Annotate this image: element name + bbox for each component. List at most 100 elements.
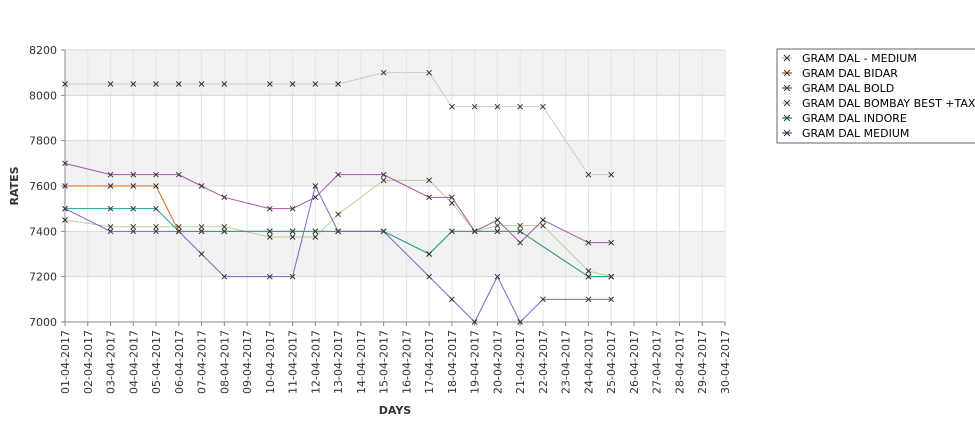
data-point-marker xyxy=(540,217,546,223)
data-point-marker xyxy=(585,296,592,303)
x-tick-label: 04-04-2017 xyxy=(127,330,140,394)
y-tick-label: 7200 xyxy=(29,271,57,284)
data-point-marker xyxy=(608,239,615,246)
data-point-marker xyxy=(449,200,455,206)
data-point-marker xyxy=(198,228,205,235)
data-point-marker xyxy=(198,251,205,257)
y-tick-label: 8200 xyxy=(29,44,57,57)
data-point-marker xyxy=(266,205,273,212)
data-point-marker xyxy=(198,81,205,87)
x-tick-label: 02-04-2017 xyxy=(82,330,95,394)
data-point-marker xyxy=(198,223,205,230)
data-point-marker xyxy=(221,228,228,235)
data-point-marker xyxy=(449,296,455,303)
y-tick-label: 7600 xyxy=(29,180,57,193)
x-tick-label: 05-04-2017 xyxy=(150,330,163,394)
x-tick-label: 27-04-2017 xyxy=(651,330,664,394)
x-tick-label: 17-04-2017 xyxy=(423,330,436,394)
y-tick-label: 7800 xyxy=(29,135,57,148)
data-point-marker xyxy=(107,81,114,87)
data-point-marker xyxy=(266,81,273,87)
data-point-marker xyxy=(107,171,114,178)
series-5 xyxy=(62,205,615,280)
background-band xyxy=(65,231,725,277)
x-tick-label: 16-04-2017 xyxy=(400,330,413,394)
data-point-marker xyxy=(471,103,478,110)
data-point-marker xyxy=(153,171,159,178)
plot-background-bands xyxy=(65,50,725,277)
x-tick-label: 22-04-2017 xyxy=(537,330,550,394)
data-point-marker xyxy=(494,103,501,110)
data-point-marker xyxy=(62,205,68,212)
legend-box xyxy=(776,48,975,144)
data-point-marker xyxy=(585,273,592,280)
data-point-marker xyxy=(130,205,137,212)
x-tick-label: 09-04-2017 xyxy=(241,330,254,394)
y-tick-label: 8000 xyxy=(29,89,57,102)
data-point-marker xyxy=(335,171,341,178)
data-point-marker xyxy=(289,234,296,240)
x-axis-ticks: 01-04-2017 02-04-2017 03-04-2017 04-04-2017… xyxy=(59,322,732,394)
y-axis-title: RATES xyxy=(8,166,21,205)
x-tick-label: 24-04-2017 xyxy=(582,330,595,394)
series-line xyxy=(64,184,612,323)
data-point-marker xyxy=(426,251,432,257)
data-point-marker xyxy=(494,217,501,223)
data-series xyxy=(62,69,615,325)
data-point-marker xyxy=(175,228,182,235)
data-point-marker xyxy=(312,234,319,240)
series-1 xyxy=(62,177,615,280)
x-axis-title: DAYS xyxy=(379,404,412,417)
data-point-marker xyxy=(107,228,114,235)
data-point-marker xyxy=(449,194,455,201)
data-point-marker xyxy=(585,239,592,246)
y-axis-ticks: 7000 7200 7400 7600 7800 8000 8200 xyxy=(29,44,65,329)
data-point-marker xyxy=(449,228,455,235)
data-point-marker xyxy=(380,177,387,184)
legend-item: GRAM DAL MEDIUM xyxy=(782,127,909,140)
x-tick-label: 18-04-2017 xyxy=(446,330,459,394)
data-point-marker xyxy=(494,228,501,235)
y-tick-label: 7400 xyxy=(29,225,57,238)
data-point-marker xyxy=(449,103,455,110)
data-point-marker xyxy=(335,228,341,235)
data-point-marker xyxy=(585,171,592,178)
legend-label: GRAM DAL INDORE xyxy=(802,112,907,125)
legend: GRAM DAL - MEDIUM GRAM DAL BIDAR GRAM DAL … xyxy=(776,48,975,144)
data-point-marker xyxy=(335,211,341,218)
x-tick-label: 06-04-2017 xyxy=(173,330,186,394)
data-point-marker xyxy=(175,81,182,87)
data-point-marker xyxy=(62,160,68,167)
legend-label: GRAM DAL BOMBAY BEST +TAX xyxy=(802,97,975,110)
data-point-marker xyxy=(289,228,296,235)
data-point-marker xyxy=(517,103,524,110)
data-point-marker xyxy=(289,81,296,87)
data-point-marker xyxy=(266,234,273,240)
x-tick-label: 12-04-2017 xyxy=(309,330,322,394)
x-tick-label: 11-04-2017 xyxy=(287,330,300,394)
data-point-marker xyxy=(517,222,524,229)
legend-label: GRAM DAL BIDAR xyxy=(802,67,898,80)
x-tick-label: 26-04-2017 xyxy=(628,330,641,394)
data-point-marker xyxy=(107,223,114,230)
x-tick-label: 07-04-2017 xyxy=(196,330,209,394)
data-point-marker xyxy=(130,183,137,189)
data-point-marker xyxy=(62,183,68,189)
x-tick-label: 03-04-2017 xyxy=(105,330,118,394)
data-point-marker xyxy=(153,81,159,87)
data-point-marker xyxy=(312,81,319,87)
data-point-marker xyxy=(608,171,615,178)
data-point-marker xyxy=(130,171,137,178)
legend-label: GRAM DAL MEDIUM xyxy=(802,127,909,140)
series-3 xyxy=(62,160,615,246)
data-point-marker xyxy=(130,223,137,230)
background-band xyxy=(65,140,725,186)
data-point-marker xyxy=(153,205,159,212)
data-point-marker xyxy=(153,223,159,230)
data-point-marker xyxy=(494,273,501,280)
x-tick-label: 20-04-2017 xyxy=(491,330,504,394)
x-tick-label: 14-04-2017 xyxy=(355,330,368,394)
legend-item: GRAM DAL BOLD xyxy=(782,82,894,95)
data-point-marker xyxy=(517,239,524,246)
